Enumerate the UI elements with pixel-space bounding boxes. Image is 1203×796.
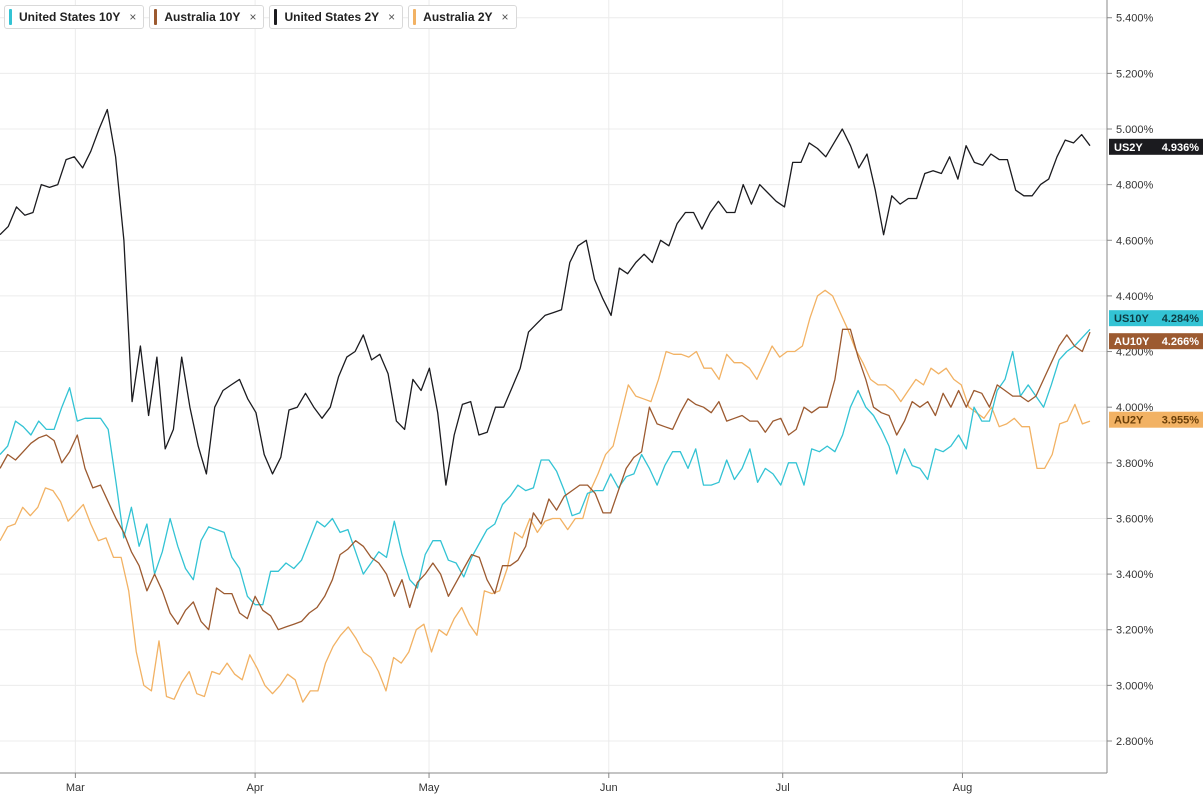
legend-swatch-au10y: [154, 9, 158, 25]
y-tick-label: 4.000%: [1116, 402, 1154, 414]
close-icon[interactable]: ×: [129, 10, 137, 24]
y-tick-label: 4.200%: [1116, 347, 1154, 359]
legend-label-us2y: United States 2Y: [284, 10, 380, 24]
tag-background: [1109, 138, 1203, 155]
x-tick-label: Jul: [776, 782, 790, 794]
tag-value: 4.936%: [1162, 142, 1200, 154]
y-tick-label: 3.600%: [1116, 513, 1154, 525]
y-tick-label: 5.200%: [1116, 68, 1154, 80]
x-tick-label: Aug: [953, 782, 973, 794]
y-tick-label: 3.800%: [1116, 458, 1154, 470]
x-tick-label: Mar: [66, 782, 85, 794]
chart-grid: [0, 0, 1107, 773]
series-line-au2y: [0, 289, 1091, 703]
series-line-us10y: [0, 328, 1091, 606]
legend-swatch-us2y: [274, 9, 278, 25]
close-icon[interactable]: ×: [388, 10, 396, 24]
legend-swatch-au2y: [413, 9, 417, 25]
tag-background: [1109, 333, 1203, 350]
chart-x-axis: Mar Apr May Jun Jul Aug: [0, 772, 1107, 794]
legend-label-us10y: United States 10Y: [19, 10, 121, 24]
tag-symbol: AU10Y: [1114, 336, 1150, 348]
tag-symbol: AU2Y: [1114, 415, 1144, 427]
legend-chip-au2y[interactable]: Australia 2Y ×: [408, 5, 517, 29]
x-tick-label: May: [419, 782, 440, 794]
y-tick-label: 4.600%: [1116, 235, 1154, 247]
tag-value: 3.955%: [1162, 415, 1200, 427]
legend-label-au10y: Australia 10Y: [164, 10, 241, 24]
tag-value: 4.284%: [1162, 313, 1200, 325]
legend-swatch-us10y: [9, 9, 12, 25]
x-tick-label: Apr: [247, 782, 264, 794]
last-value-tag-au2y: AU2Y 3.955%: [1109, 411, 1203, 428]
chart-series-lines: [0, 108, 1091, 703]
last-value-tags: US10Y 4.284% AU10Y 4.266% US2Y 4.936% AU2Y 3.95…: [1109, 138, 1203, 428]
last-value-tag-us10y: US10Y 4.284%: [1109, 310, 1203, 327]
tag-symbol: US10Y: [1114, 313, 1150, 325]
legend-chip-au10y[interactable]: Australia 10Y ×: [149, 5, 265, 29]
y-tick-label: 3.400%: [1116, 569, 1154, 581]
y-tick-label: 3.000%: [1116, 680, 1154, 692]
tag-value: 4.266%: [1162, 336, 1200, 348]
close-icon[interactable]: ×: [249, 10, 257, 24]
y-tick-label: 3.200%: [1116, 625, 1154, 637]
legend-label-au2y: Australia 2Y: [423, 10, 493, 24]
y-tick-label: 4.800%: [1116, 180, 1154, 192]
series-legend: United States 10Y × Australia 10Y × Unit…: [4, 5, 517, 29]
legend-chip-us2y[interactable]: United States 2Y ×: [269, 5, 404, 29]
series-line-au10y: [0, 328, 1091, 631]
legend-chip-us10y[interactable]: United States 10Y ×: [4, 5, 145, 29]
y-tick-label: 4.400%: [1116, 291, 1154, 303]
tag-background: [1109, 411, 1203, 428]
y-tick-label: 5.400%: [1116, 13, 1154, 25]
tag-background: [1109, 310, 1203, 327]
chart-y-axis: 5.400% 5.200% 5.000% 4.800% 4.600% 4.400% 4.20…: [1106, 0, 1154, 773]
series-line-us2y: [0, 108, 1091, 486]
y-tick-label: 2.800%: [1116, 736, 1154, 748]
tag-symbol: US2Y: [1114, 142, 1143, 154]
last-value-tag-au10y: AU10Y 4.266%: [1109, 333, 1203, 350]
x-tick-label: Jun: [600, 782, 618, 794]
close-icon[interactable]: ×: [501, 10, 509, 24]
y-tick-label: 5.000%: [1116, 124, 1154, 136]
last-value-tag-us2y: US2Y 4.936%: [1109, 138, 1203, 155]
